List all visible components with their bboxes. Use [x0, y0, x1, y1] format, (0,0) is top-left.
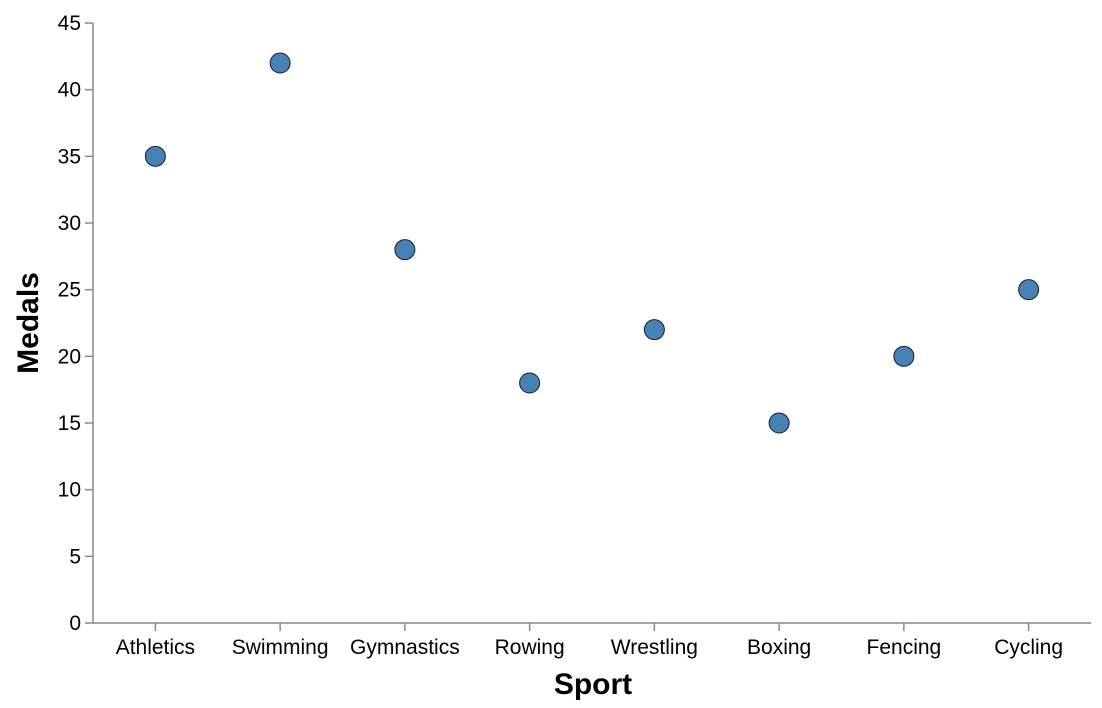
data-point — [269, 52, 291, 74]
data-point — [643, 319, 665, 341]
y-tick-label: 30 — [58, 212, 81, 235]
data-point — [1018, 279, 1040, 301]
y-tick-label: 10 — [58, 479, 81, 502]
x-tick-label: Gymnastics — [350, 636, 460, 659]
y-tick-label: 35 — [58, 145, 81, 168]
x-tick-label: Swimming — [232, 636, 329, 659]
x-tick-label: Cycling — [994, 636, 1063, 659]
x-tick-label: Rowing — [495, 636, 565, 659]
y-tick-label: 45 — [58, 12, 81, 35]
data-point — [768, 412, 790, 434]
y-tick-label: 40 — [58, 79, 81, 102]
y-tick-label: 15 — [58, 412, 81, 435]
data-point — [893, 345, 915, 367]
y-tick-label: 25 — [58, 279, 81, 302]
y-tick-label: 5 — [69, 545, 81, 568]
y-tick-label: 20 — [58, 345, 81, 368]
x-tick-label: Fencing — [867, 636, 942, 659]
data-points — [144, 52, 1040, 434]
data-point — [394, 239, 416, 261]
x-axis: Athletics Swimming Gymnastics Rowing Wrestli… — [93, 622, 1091, 659]
y-axis: 0 5 10 15 20 25 30 35 40 45 — [58, 12, 94, 635]
x-tick-label: Boxing — [747, 636, 811, 659]
y-axis-title: Medals — [12, 272, 45, 374]
x-tick-label: Wrestling — [611, 636, 698, 659]
data-point — [519, 372, 541, 394]
y-tick-label: 0 — [69, 612, 81, 635]
x-tick-label: Athletics — [116, 636, 195, 659]
x-axis-title: Sport — [554, 668, 632, 701]
data-point — [144, 145, 166, 167]
